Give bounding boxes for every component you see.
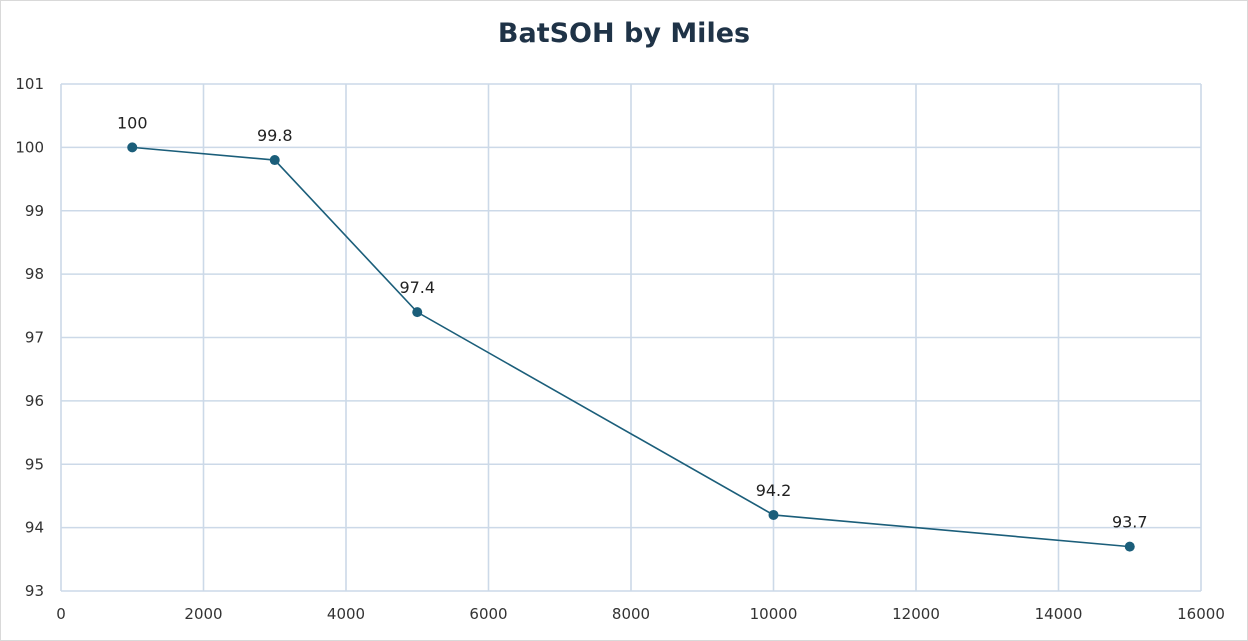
data-point (768, 509, 779, 520)
x-tick-label: 14000 (1035, 605, 1083, 623)
x-tick-label: 6000 (469, 605, 507, 623)
y-tick-label: 100 (15, 138, 44, 156)
y-tick-label: 94 (25, 519, 44, 537)
data-label: 93.7 (1112, 513, 1148, 532)
series-line (127, 142, 1135, 552)
y-tick-label: 99 (25, 202, 44, 220)
y-tick-label: 95 (25, 455, 44, 473)
data-label: 97.4 (399, 278, 435, 297)
data-label: 94.2 (756, 481, 792, 500)
data-point (127, 142, 138, 153)
data-label: 100 (117, 113, 148, 132)
x-tick-label: 0 (56, 605, 66, 623)
chart-title: BatSOH by Miles (497, 18, 751, 49)
data-point (412, 307, 423, 318)
x-tick-label: 10000 (750, 605, 798, 623)
x-tick-label: 4000 (327, 605, 365, 623)
data-labels: 100 99.8 97.4 94.2 93.7 (117, 113, 1148, 531)
data-point (1124, 541, 1135, 552)
x-tick-label: 12000 (892, 605, 940, 623)
tick-labels: 93 94 95 96 97 98 99 100 101 0 2000 4000 6000 8000 100… (15, 75, 1225, 623)
y-tick-label: 96 (25, 392, 44, 410)
y-tick-label: 101 (15, 75, 44, 93)
y-tick-label: 98 (25, 265, 44, 283)
y-tick-label: 93 (25, 582, 44, 600)
x-tick-label: 2000 (184, 605, 222, 623)
grid-lines (60, 83, 1202, 592)
x-tick-label: 16000 (1177, 605, 1225, 623)
x-tick-label: 8000 (612, 605, 650, 623)
y-tick-label: 97 (25, 329, 44, 347)
data-label: 99.8 (257, 126, 293, 145)
data-point (269, 155, 280, 166)
